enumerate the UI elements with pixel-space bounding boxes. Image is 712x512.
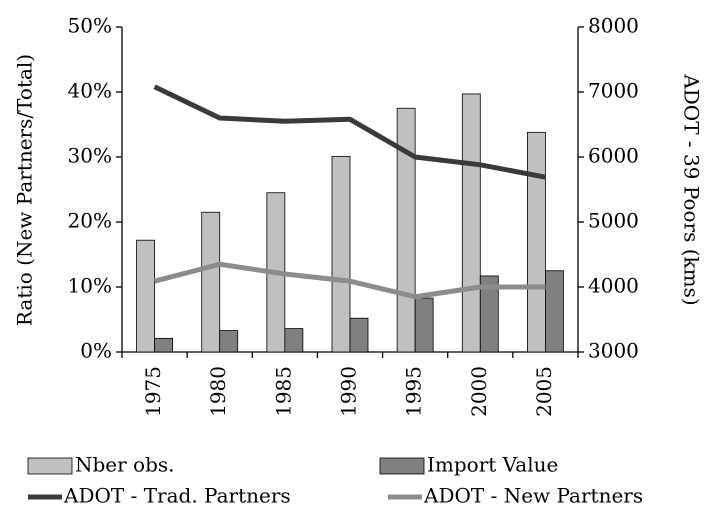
y-tick-label: 50% [68, 14, 112, 38]
legend-label: ADOT - New Partners [423, 484, 643, 508]
line [153, 84, 546, 180]
bar [136, 239, 155, 353]
bar [461, 93, 481, 353]
y2-tick-label: 8000 [588, 14, 639, 38]
y2-tick-label: 7000 [588, 79, 639, 103]
bar [479, 275, 499, 353]
legend-swatch [27, 457, 73, 475]
bar [349, 317, 369, 353]
y-tick-label: 40% [68, 79, 112, 103]
y-tick-label: 20% [68, 209, 112, 233]
y-tick-label: 30% [68, 144, 112, 168]
y2-axis-label: ADOT - 39 Poors (kms) [680, 73, 704, 305]
legend-swatch [379, 457, 425, 475]
bar [527, 131, 546, 353]
y2-tick-label: 5000 [588, 209, 639, 233]
y2-tick-label: 3000 [588, 339, 639, 363]
bar [154, 337, 173, 353]
line [153, 261, 546, 300]
bar [284, 328, 304, 353]
x-tick-label: 2005 [532, 366, 556, 417]
legend-label: Nber obs. [75, 453, 175, 477]
x-tick-label: 1980 [206, 366, 230, 417]
legend-label: ADOT - Trad. Partners [63, 484, 291, 508]
x-tick-label: 1975 [141, 366, 165, 417]
x-tick-label: 2000 [467, 366, 491, 417]
x-tick-label: 1990 [337, 366, 361, 417]
bar [331, 155, 351, 353]
bar [396, 107, 416, 353]
y2-tick-label: 6000 [588, 144, 639, 168]
y-tick-label: 0% [80, 339, 112, 363]
y-tick-label: 10% [68, 274, 112, 298]
bar [545, 270, 564, 353]
bar [201, 211, 221, 353]
legend-label: Import Value [427, 453, 558, 477]
bar [219, 330, 239, 353]
y-axis-label: Ratio (New Partners/Total) [13, 54, 37, 326]
y2-tick-label: 4000 [588, 274, 639, 298]
x-tick-label: 1995 [402, 366, 426, 417]
bar [414, 297, 434, 353]
x-tick-label: 1985 [271, 366, 295, 417]
